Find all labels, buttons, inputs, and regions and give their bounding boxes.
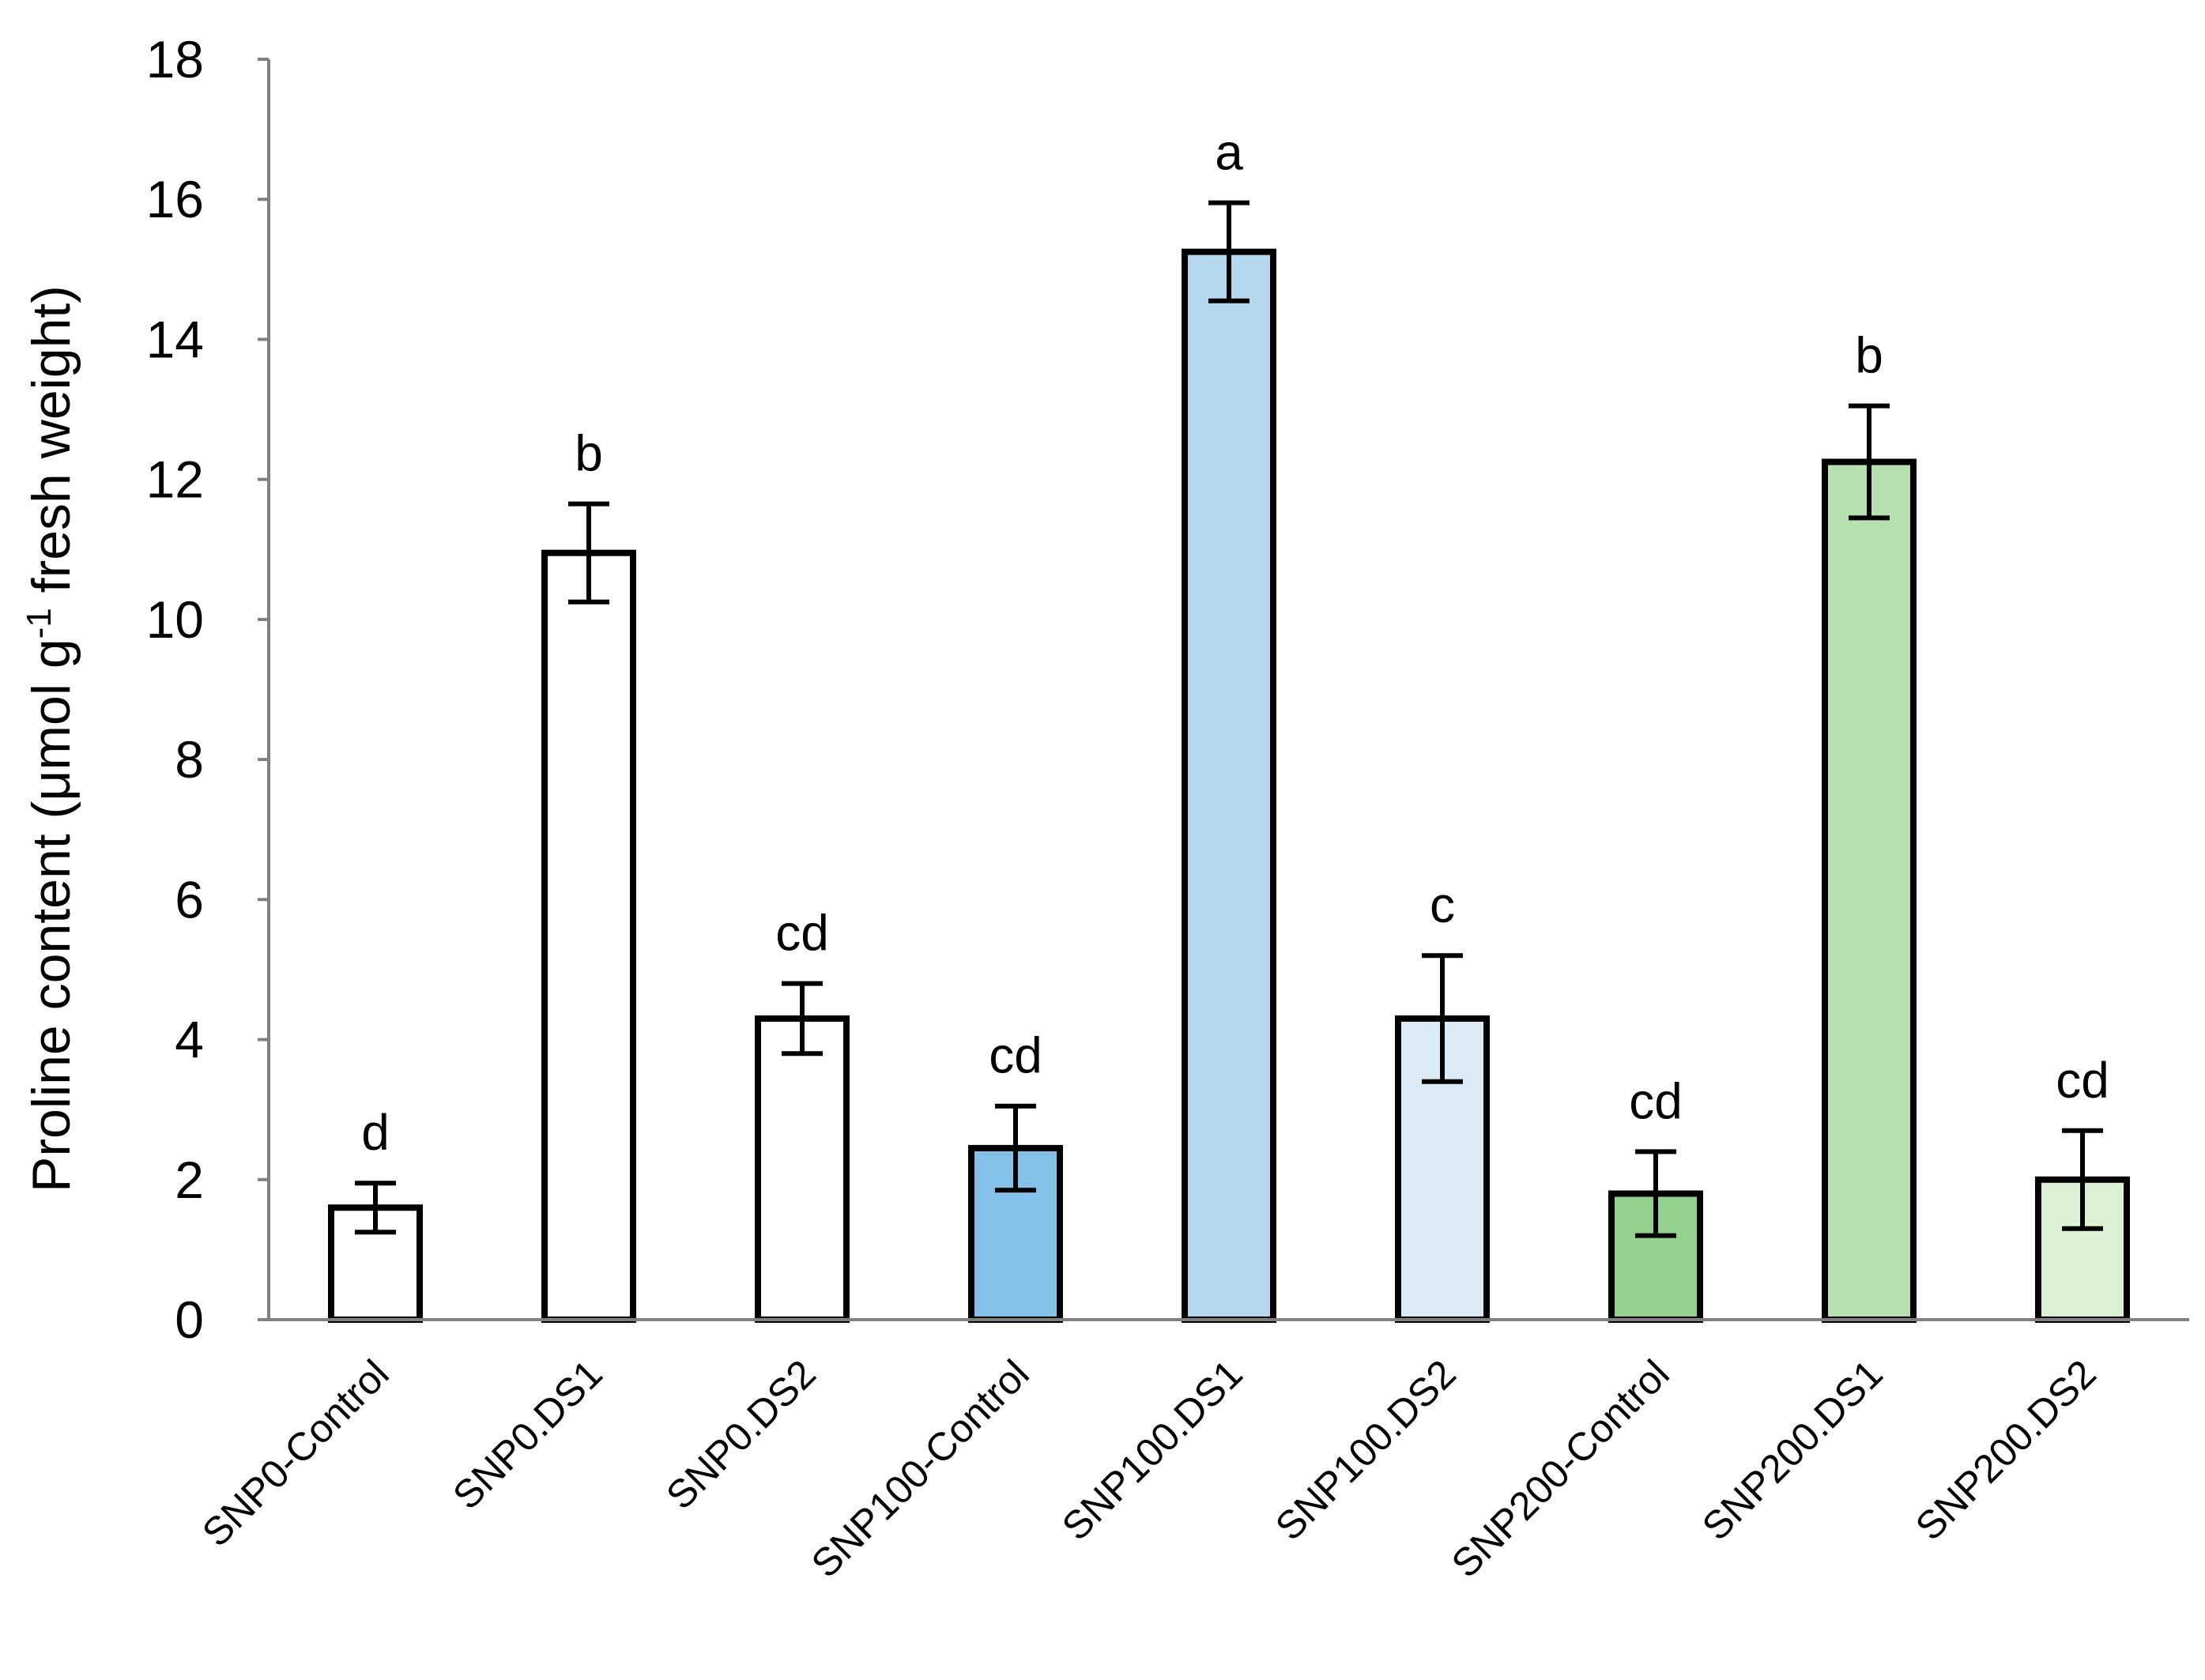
x-tick-label: SNP100.DS1 [1054, 1351, 1251, 1549]
bar-snp0-ds1 [541, 549, 636, 1323]
bars [328, 200, 2130, 1324]
y-axis: 0 2 4 6 8 10 12 14 16 18 [146, 30, 270, 1349]
significance-letter: a [1215, 124, 1243, 181]
y-axis-label-tail: fresh weight) [21, 285, 81, 608]
bar-snp200-ds1 [1822, 458, 1917, 1323]
y-tick-label: 2 [175, 1151, 204, 1209]
y-axis-label-superscript: -1 [20, 608, 58, 638]
significance-labels: d b cd cd a c cd b cd [361, 124, 2109, 1162]
significance-letter: cd [989, 1027, 1042, 1084]
y-axis-label: Proline content (μmol g-1 fresh weight) [20, 285, 81, 1192]
y-tick-label: 10 [146, 590, 204, 649]
y-axis-label-main: Proline content (μmol g [21, 638, 81, 1192]
significance-letter: cd [1629, 1072, 1683, 1129]
y-tick-label: 0 [175, 1290, 204, 1349]
y-tick-label: 18 [146, 30, 204, 89]
bar-snp0-ds2 [755, 1015, 850, 1323]
x-tick-label: SNP200.DS2 [1907, 1351, 2105, 1549]
significance-letter: d [361, 1104, 390, 1161]
x-tick-label: SNP0-Control [194, 1351, 398, 1555]
bar-snp100-ds1 [1182, 248, 1276, 1323]
y-tick-label: 4 [175, 1011, 204, 1069]
significance-letter: cd [2056, 1052, 2109, 1109]
y-tick-label: 16 [146, 170, 204, 228]
x-tick-label: SNP200.DS1 [1694, 1351, 1891, 1549]
x-tick-label: SNP0.DS2 [658, 1351, 824, 1518]
x-axis: SNP0-Control SNP0.DS1 SNP0.DS2SNP100-Contr… [194, 1318, 2189, 1586]
y-tick-label: 12 [146, 450, 204, 509]
significance-letter: c [1430, 876, 1455, 933]
significance-letter: b [1855, 327, 1883, 384]
significance-letter: cd [775, 905, 829, 962]
x-tick-label: SNP0.DS1 [444, 1351, 611, 1518]
y-tick-label: 6 [175, 870, 204, 929]
y-tick-label: 14 [146, 310, 204, 368]
significance-letter: b [575, 425, 603, 482]
x-tick-label: SNP100-Control [803, 1351, 1038, 1586]
x-tick-label: SNP100.DS2 [1267, 1351, 1464, 1549]
x-tick-label: SNP200-Control [1443, 1351, 1678, 1586]
y-tick-label: 8 [175, 730, 204, 789]
